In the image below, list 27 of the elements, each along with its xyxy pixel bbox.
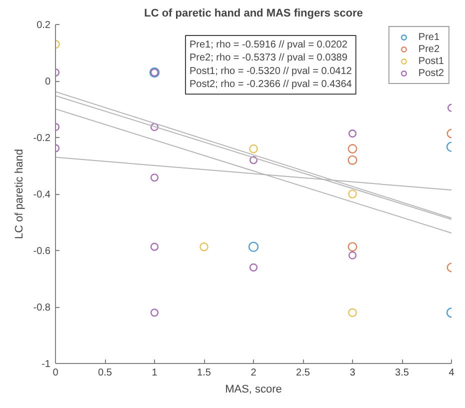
legend-label: Post2 (418, 67, 444, 79)
x-tick-label: 0 (52, 368, 59, 378)
annotation: Post2; rho = -0.2366 // pval = 0.4364 (190, 79, 352, 90)
x-tick-label: 0.5 (98, 368, 112, 378)
x-tick-label: 3 (350, 368, 356, 378)
y-tick-label: -1 (42, 359, 51, 370)
x-tick-label: 2 (250, 368, 257, 378)
x-axis-title: MAS, score (225, 384, 282, 396)
x-tick-label: 2.5 (296, 368, 310, 378)
y-tick-label: -0.8 (33, 302, 51, 314)
x-tick-label: 1.5 (197, 368, 212, 378)
y-tick-label: -0.6 (33, 246, 51, 257)
annotation: Post1; rho = -0.5320 // pval = 0.0412 (190, 66, 352, 77)
x-tick-label: 1 (152, 368, 158, 378)
y-tick-label: 0 (44, 76, 51, 88)
legend-label: Pre1 (418, 31, 440, 43)
y-tick-label: -0.4 (33, 190, 51, 200)
legend-label: Post1 (418, 55, 444, 67)
annotation: Pre2; rho = -0.5373 // pval = 0.0389 (190, 52, 348, 64)
x-tick-label: 4 (448, 368, 455, 378)
y-tick-label: -0.2 (33, 133, 51, 144)
annotation: Pre1; rho = -0.5916 // pval = 0.0202 (190, 40, 348, 50)
y-tick-label: 0.2 (36, 20, 51, 31)
chart-title: LC of paretic hand and MAS fingers score (144, 8, 363, 20)
y-axis-title: LC of paretic hand (13, 149, 26, 239)
x-tick-label: 3.5 (395, 368, 410, 378)
legend-label: Pre2 (418, 43, 440, 55)
